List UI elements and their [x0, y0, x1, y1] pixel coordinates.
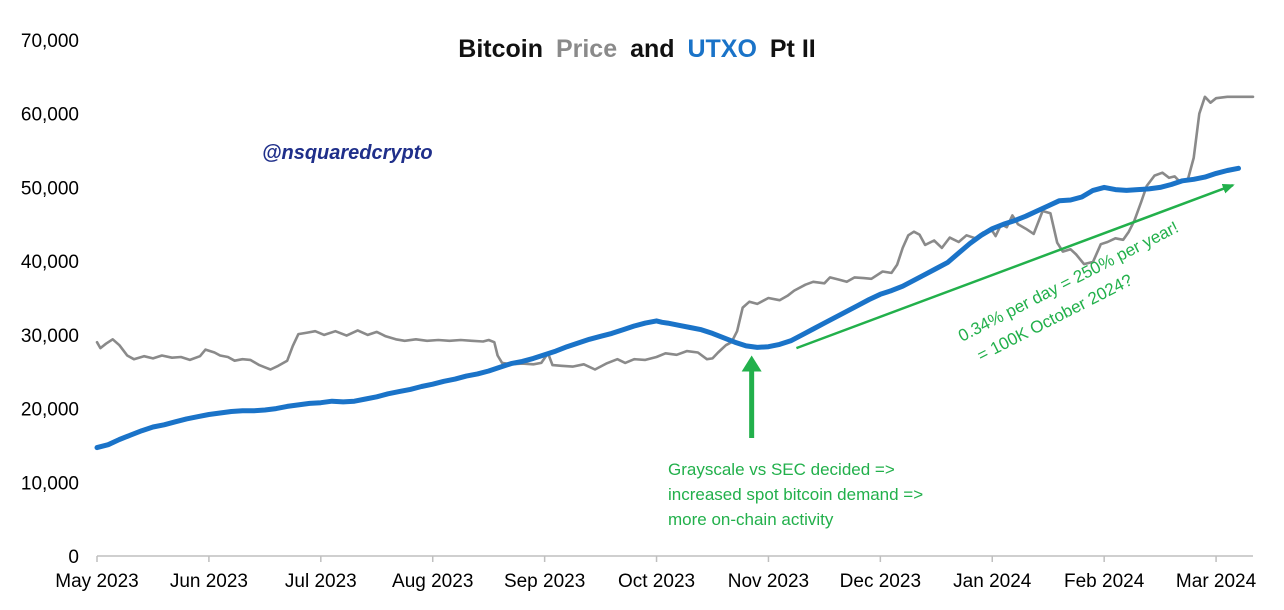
trend-arrow: [795, 184, 1235, 350]
y-tick-label: 10,000: [21, 473, 79, 494]
sec-note-line-1: Grayscale vs SEC decided =>: [668, 460, 895, 479]
title-word-and: and: [630, 35, 674, 63]
rate-note-line-1: 0.34% per day = 250% per year!: [955, 218, 1181, 346]
y-tick-label: 40,000: [21, 252, 79, 273]
rate-note: 0.34% per day = 250% per year! = 100K Oc…: [955, 216, 1197, 369]
x-tick-label: Mar 2024: [1176, 571, 1257, 592]
x-tick-label: May 2023: [55, 571, 138, 592]
y-tick-label: 60,000: [21, 105, 79, 126]
axis-layer: 0 10,000 20,000 30,000 40,000 50,000 60,000 70,…: [21, 31, 1257, 592]
x-tick-label: Jun 2023: [170, 571, 248, 592]
x-tick-label: Sep 2023: [504, 571, 585, 592]
x-tick-label: Jan 2024: [953, 571, 1032, 592]
title-word-price: Price: [556, 35, 617, 63]
chart-title: Bitcoin Price and UTXO Pt II: [458, 35, 815, 63]
sec-note: Grayscale vs SEC decided => increased sp…: [668, 460, 928, 529]
x-tick-label: Nov 2023: [728, 571, 809, 592]
y-tick-label: 50,000: [21, 178, 79, 199]
title-word-bitcoin: Bitcoin: [458, 35, 543, 63]
series-line-price: [95, 95, 1255, 371]
x-tick-label: Aug 2023: [392, 571, 473, 592]
y-tick-label: 30,000: [21, 326, 79, 347]
x-tick-label: Feb 2024: [1064, 571, 1145, 592]
title-word-utxo: UTXO: [687, 35, 756, 63]
author-handle: @nsquaredcrypto: [262, 142, 433, 164]
up-arrow-head: [741, 355, 762, 372]
x-tick-label: Oct 2023: [618, 571, 695, 592]
title-word-pt-ii: Pt II: [770, 35, 816, 63]
x-tick-label: Dec 2023: [840, 571, 921, 592]
sec-note-line-3: more on-chain activity: [668, 510, 834, 529]
y-tick-label: 70,000: [21, 31, 79, 52]
series-line-utxo: [94, 165, 1241, 451]
annotation-layer: [741, 184, 1235, 439]
series-layer: [94, 95, 1255, 451]
y-tick-label: 0: [68, 547, 79, 568]
y-tick-label: 20,000: [21, 400, 79, 421]
x-tick-label: Jul 2023: [285, 571, 357, 592]
sec-note-line-2: increased spot bitcoin demand =>: [668, 485, 923, 504]
